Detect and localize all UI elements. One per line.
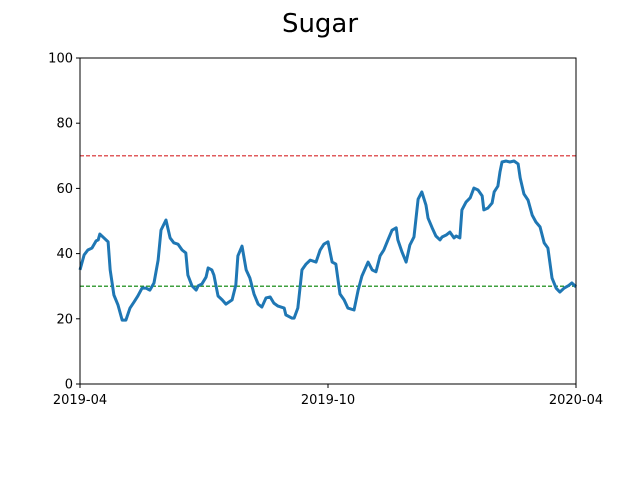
x-tick-label: 2020-04 bbox=[549, 393, 603, 408]
x-tick-label: 2019-04 bbox=[53, 393, 107, 408]
x-tick-label: 2019-10 bbox=[301, 393, 355, 408]
y-tick-label: 20 bbox=[56, 312, 73, 327]
data-line bbox=[78, 159, 578, 322]
y-tick-label: 40 bbox=[56, 247, 73, 262]
chart-title: Sugar bbox=[282, 9, 358, 39]
y-tick-label: 80 bbox=[56, 117, 73, 132]
y-tick-label: 60 bbox=[56, 182, 73, 197]
plot-frame bbox=[79, 57, 577, 385]
y-tick-label: 0 bbox=[65, 378, 73, 393]
y-tick-label: 100 bbox=[48, 52, 73, 67]
